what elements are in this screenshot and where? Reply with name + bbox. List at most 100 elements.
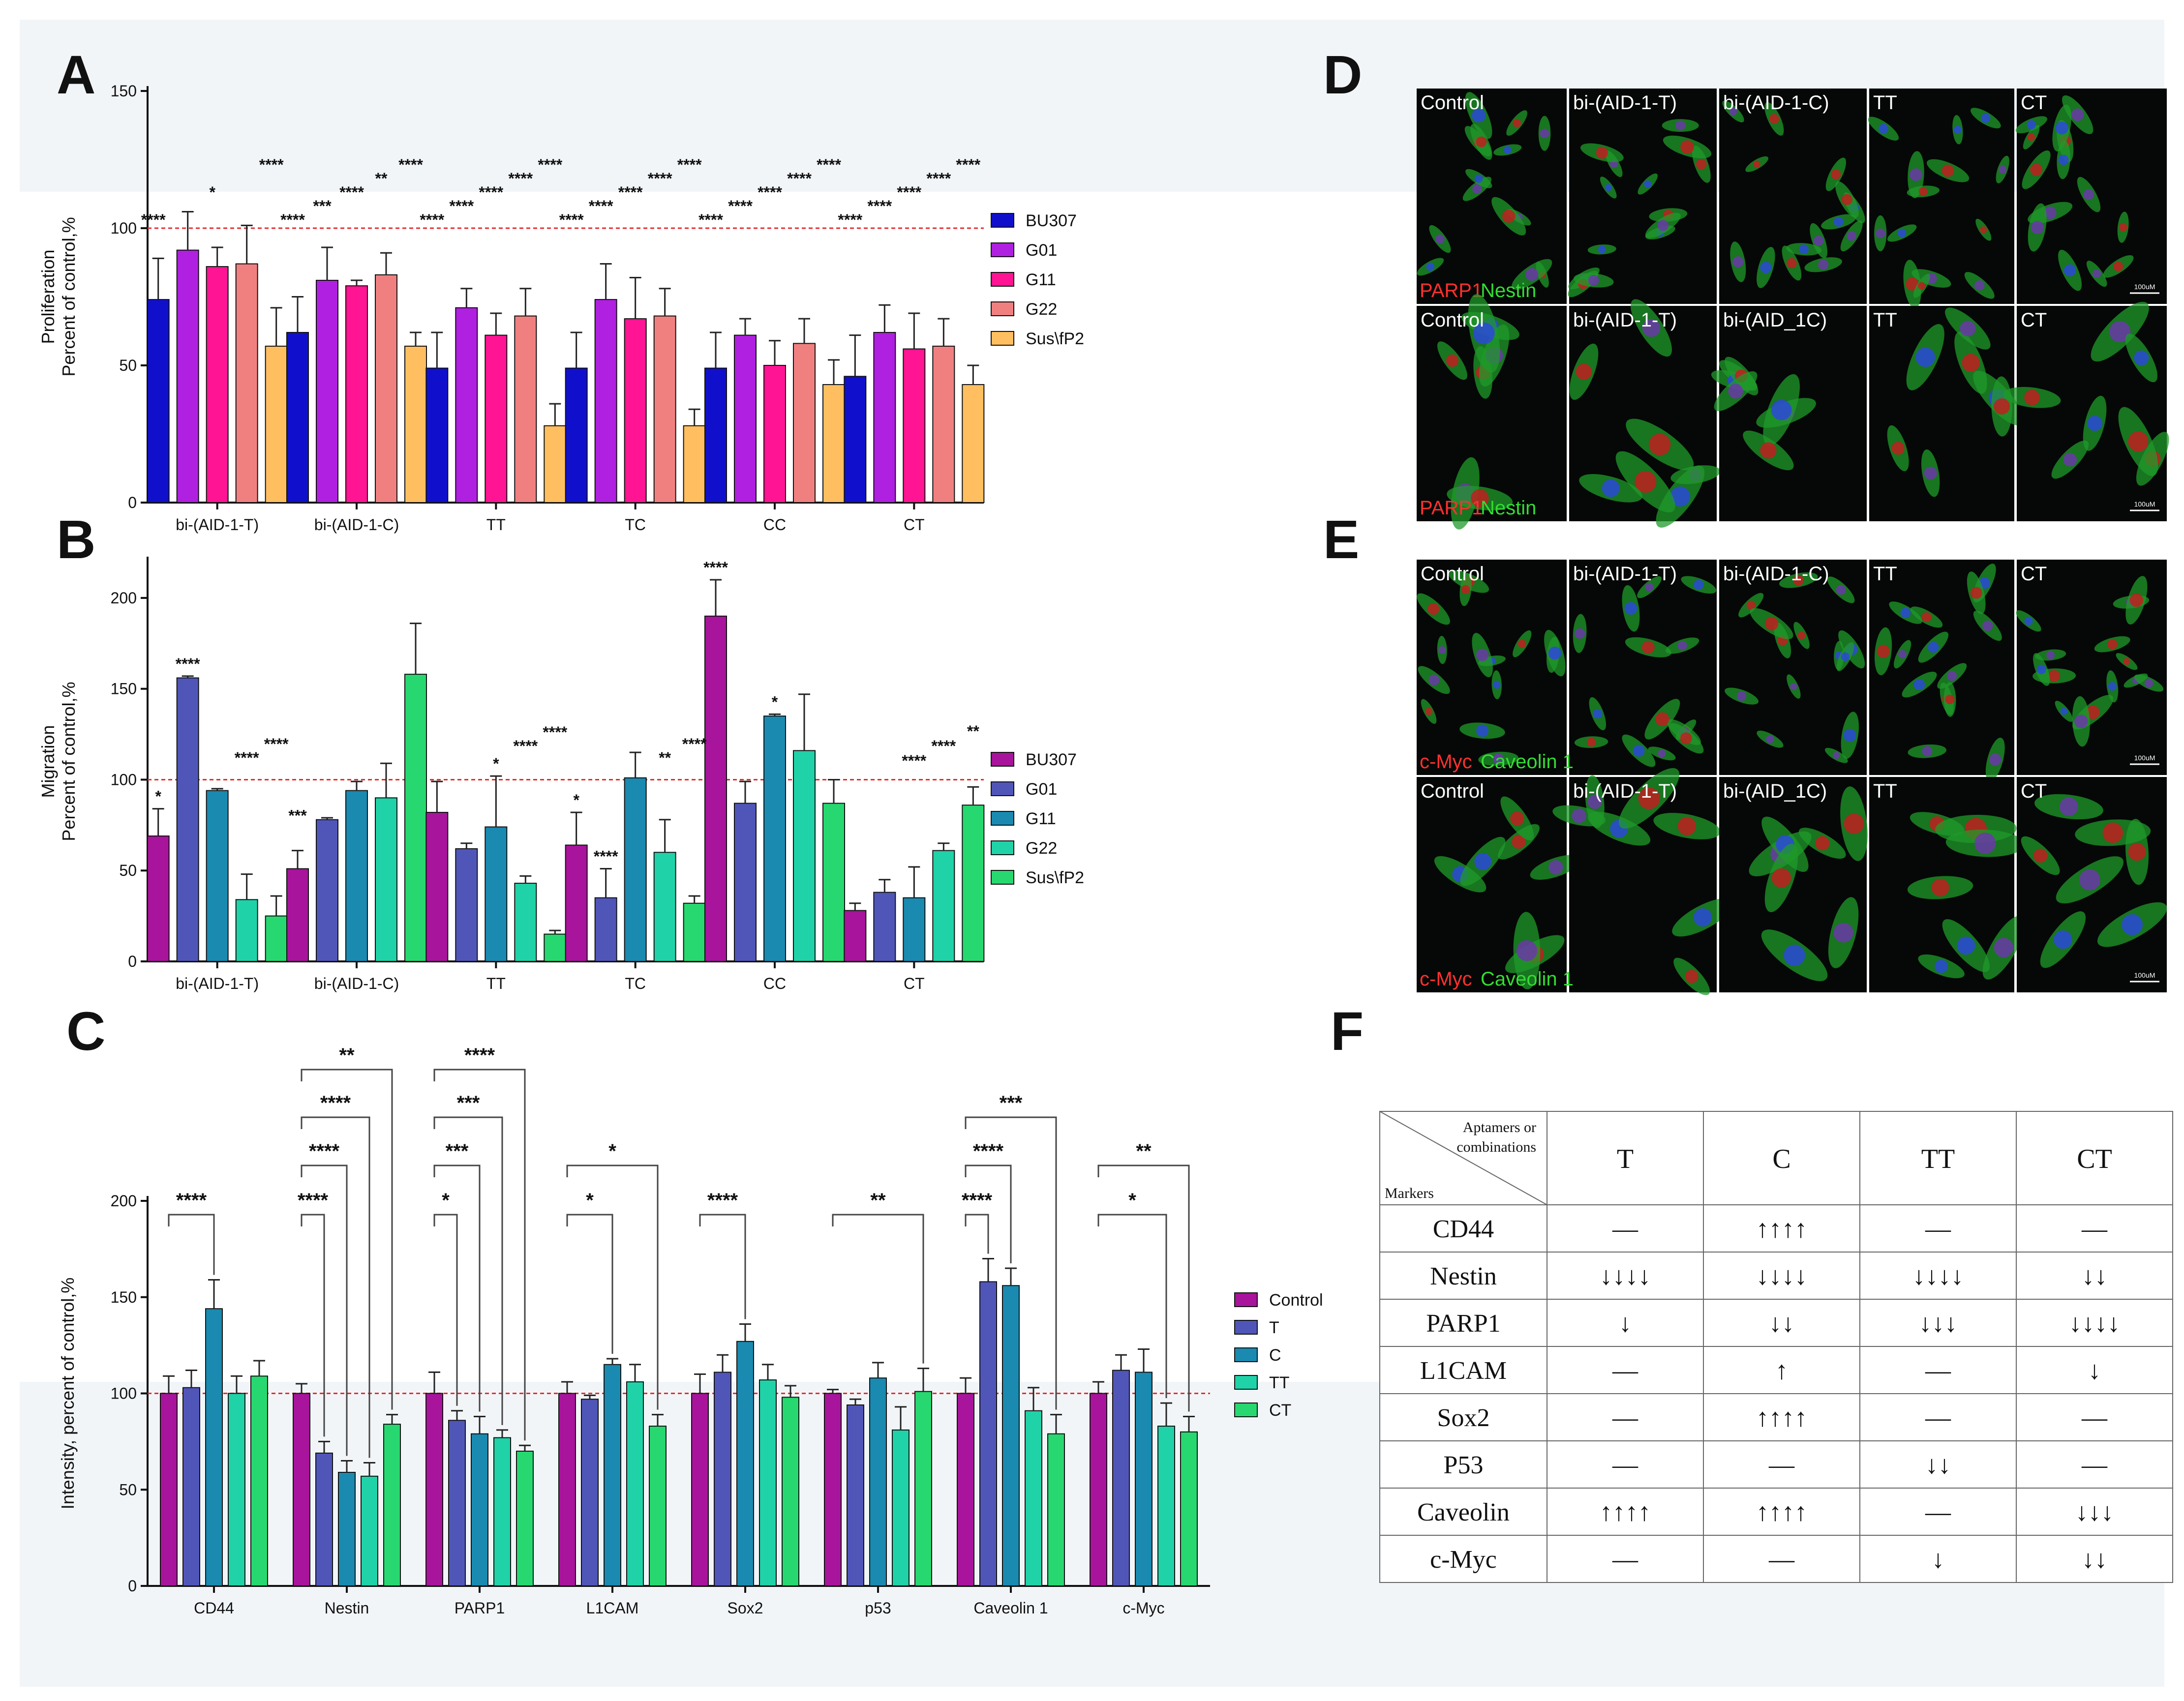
cell-nucleus xyxy=(1513,119,1521,127)
cell-nucleus xyxy=(2128,843,2146,861)
table-cell-value: ↑↑↑↑ xyxy=(1756,1498,1807,1526)
cell-nucleus xyxy=(2071,108,2084,121)
cell-nucleus xyxy=(1602,479,1620,497)
table-cell-value: ↓↓↓ xyxy=(1919,1310,1957,1338)
cell-nucleus xyxy=(1675,120,1686,131)
cell-nucleus xyxy=(1760,442,1777,459)
bar xyxy=(734,334,757,503)
significance-label: **** xyxy=(543,723,567,741)
x-tick-label: p53 xyxy=(865,1599,891,1617)
x-tick-label: CC xyxy=(763,516,786,534)
x-tick-label: TT xyxy=(486,516,506,534)
bar xyxy=(1025,1410,1042,1587)
y-tick-label: 0 xyxy=(128,1577,137,1595)
chart-marker-intensity: 0 50 100 150 200 Intensity, percent of contro… xyxy=(58,1044,1323,1617)
cell-nucleus xyxy=(1957,936,1975,955)
micrograph-label: bi-(AID-1-C) xyxy=(1723,92,1829,114)
cell-nucleus xyxy=(1476,136,1487,148)
y-tick-label: 100 xyxy=(111,1385,137,1403)
x-tick-label: TT xyxy=(486,975,506,992)
cell-nucleus xyxy=(1677,817,1697,836)
bar xyxy=(847,1404,864,1586)
significance-bracket xyxy=(965,1214,989,1254)
micrograph-label: Control xyxy=(1421,780,1484,802)
cell-nucleus xyxy=(2113,262,2123,271)
table-cell-value: ↓ xyxy=(1619,1310,1632,1338)
bar xyxy=(286,332,309,503)
cell-nucleus xyxy=(1947,671,1957,681)
cell-nucleus xyxy=(1847,231,1857,241)
scale-bar-label: 100uM xyxy=(2134,283,2155,291)
cell-nucleus xyxy=(1693,908,1712,927)
cell-nucleus xyxy=(1753,160,1760,168)
legend-label: BU307 xyxy=(1026,211,1077,230)
legend-swatch xyxy=(991,870,1014,885)
cell-nucleus xyxy=(1624,602,1638,615)
table-cell-value: ↓↓↓↓ xyxy=(2069,1310,2120,1338)
cell-nucleus xyxy=(1941,164,1954,177)
bar xyxy=(471,1433,488,1587)
table-column-header: T xyxy=(1617,1144,1634,1174)
legend-swatch xyxy=(1234,1292,1258,1307)
cell-nucleus xyxy=(1960,321,1976,337)
cell-nucleus xyxy=(1746,600,1756,610)
bar xyxy=(485,334,508,503)
table-cell-value: ↓ xyxy=(2088,1357,2101,1385)
table-row-marker: L1CAM xyxy=(1420,1357,1507,1385)
bar xyxy=(903,348,926,504)
bar xyxy=(176,249,199,503)
table-cell-value: ↓↓ xyxy=(2082,1262,2107,1290)
significance-bracket xyxy=(433,1214,458,1406)
legend-label: G11 xyxy=(1026,270,1056,289)
bar xyxy=(160,1393,178,1586)
legend-label: C xyxy=(1269,1346,1281,1365)
table-column-header: C xyxy=(1772,1144,1790,1174)
bar xyxy=(869,1377,887,1586)
table-corner-bottom: Markers xyxy=(1385,1185,1434,1201)
cell-nucleus xyxy=(2054,930,2072,949)
bar xyxy=(793,750,816,962)
x-tick-label: bi-(AID-1-C) xyxy=(314,975,399,992)
cell-nucleus xyxy=(2108,682,2117,691)
micrograph-label: bi-(AID_1C) xyxy=(1723,780,1827,802)
micrograph-label: Control xyxy=(1421,563,1484,585)
bar xyxy=(903,897,926,962)
cell-nucleus xyxy=(1928,641,1939,653)
cell-nucleus xyxy=(2109,321,2131,342)
cell-nucleus xyxy=(1771,399,1792,420)
cell-nucleus xyxy=(1815,836,1830,851)
cell-nucleus xyxy=(1918,282,1926,290)
cell-nucleus xyxy=(2060,797,2078,816)
cell-nucleus xyxy=(1516,940,1538,961)
bar xyxy=(250,1375,268,1586)
cell-nucleus xyxy=(2058,154,2069,165)
cell-nucleus xyxy=(1999,165,2007,174)
micrograph-label: CT xyxy=(2021,92,2047,114)
cell-nucleus xyxy=(1645,583,1654,592)
significance-label: ** xyxy=(375,170,388,187)
cell-nucleus xyxy=(2048,670,2060,682)
cell-nucleus xyxy=(2027,133,2035,141)
significance-label: **** xyxy=(618,183,643,201)
y-axis-title: Percent of control,% xyxy=(59,682,79,841)
table-cell-value: — xyxy=(1612,1357,1638,1385)
table-cell-value: — xyxy=(1925,1498,1951,1526)
x-tick-label: Sox2 xyxy=(728,1599,763,1617)
bar xyxy=(626,1381,644,1586)
cell-nucleus xyxy=(2024,389,2040,406)
cell-nucleus xyxy=(2079,869,2100,891)
significance-bracket xyxy=(566,1214,613,1354)
bar xyxy=(691,1393,709,1586)
cell-nucleus xyxy=(1878,123,1888,134)
cell-nucleus xyxy=(1891,442,1905,455)
significance-label: **** xyxy=(931,737,956,755)
cell-nucleus xyxy=(1953,125,1962,134)
significance-label: **** xyxy=(309,1140,340,1162)
bar xyxy=(962,805,985,962)
cell-nucleus xyxy=(2063,264,2076,276)
bar xyxy=(404,674,427,962)
significance-bracket xyxy=(832,1214,924,1364)
bar xyxy=(147,836,170,962)
cell-nucleus xyxy=(1638,787,1660,809)
legend-label: G11 xyxy=(1026,809,1056,828)
